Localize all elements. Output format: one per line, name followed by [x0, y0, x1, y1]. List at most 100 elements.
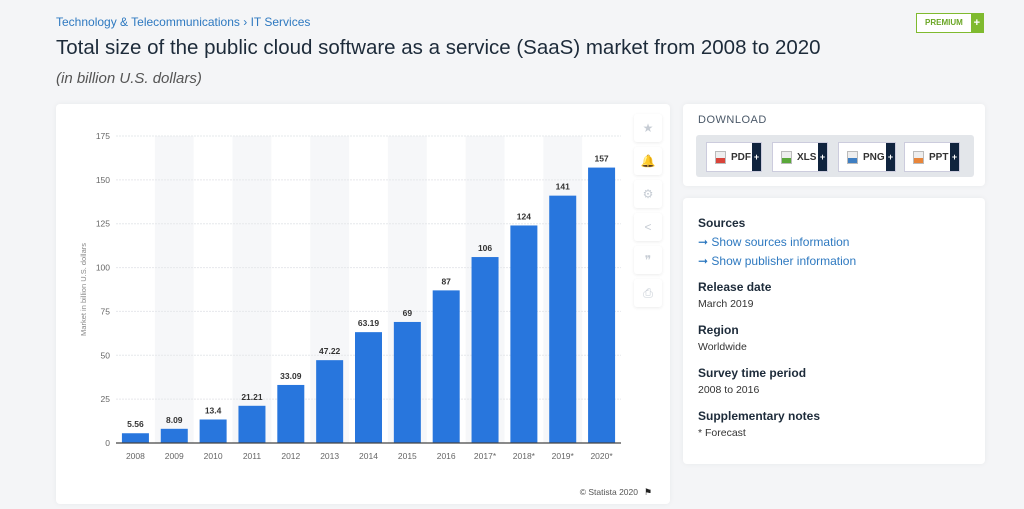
bar	[393, 321, 421, 443]
premium-label: PREMIUM	[925, 18, 963, 27]
x-tick-label: 2012	[281, 451, 300, 461]
data-label: 21.21	[241, 392, 263, 402]
download-label: PNG	[863, 151, 885, 163]
download-label: PDF	[731, 151, 751, 163]
y-tick-label: 50	[101, 350, 111, 360]
gear-icon: ⚙	[642, 187, 654, 201]
download-png-button[interactable]: PNG +	[838, 142, 896, 172]
print-button[interactable]: ⎙	[634, 279, 662, 307]
data-label: 13.4	[205, 405, 222, 415]
plus-icon: +	[752, 143, 761, 171]
bar	[199, 419, 227, 443]
download-ppt-button[interactable]: PPT +	[904, 142, 960, 172]
bar	[160, 428, 188, 443]
star-icon: ★	[642, 121, 654, 135]
plus-icon: +	[818, 143, 827, 171]
ppt-file-icon	[913, 150, 924, 164]
download-buttons: PDF + XLS + PNG + PPT +	[696, 135, 974, 177]
bar	[432, 290, 460, 443]
info-card: Sources ➞ Show sources information ➞ Sho…	[683, 198, 985, 464]
bar	[238, 405, 266, 443]
notes-value: * Forecast	[698, 427, 746, 439]
share-button[interactable]: <	[634, 213, 662, 241]
y-tick-label: 100	[96, 263, 110, 273]
y-axis-label: Market in billion U.S. dollars	[79, 243, 88, 336]
x-tick-label: 2013	[320, 451, 339, 461]
y-tick-label: 150	[96, 175, 110, 185]
print-icon: ⎙	[643, 285, 653, 300]
survey-period-value: 2008 to 2016	[698, 384, 760, 396]
x-tick-label: 2010	[204, 451, 223, 461]
x-tick-label: 2015	[398, 451, 417, 461]
release-date-value: March 2019	[698, 298, 754, 310]
region-value: Worldwide	[698, 341, 747, 353]
plus-icon: +	[970, 14, 983, 32]
page-title: Total size of the public cloud software …	[56, 36, 821, 59]
download-label: XLS	[797, 151, 817, 163]
data-label: 5.56	[127, 419, 144, 429]
download-label: PPT	[929, 151, 949, 163]
page-subtitle: (in billion U.S. dollars)	[56, 70, 202, 87]
breadcrumb: Technology & Telecommunications › IT Ser…	[56, 15, 310, 29]
premium-badge[interactable]: PREMIUM +	[916, 13, 984, 33]
data-label: 63.19	[358, 318, 380, 328]
breadcrumb-link[interactable]: IT Services	[250, 15, 311, 29]
bar	[121, 433, 149, 443]
x-tick-label: 2020*	[590, 451, 613, 461]
bar	[549, 195, 577, 443]
star-button[interactable]: ★	[634, 114, 662, 142]
bar	[316, 360, 344, 443]
data-label: 157	[594, 154, 608, 164]
x-tick-label: 2018*	[513, 451, 536, 461]
show-publisher-link[interactable]: ➞ Show publisher information	[698, 254, 857, 268]
show-sources-link[interactable]: ➞ Show sources information	[698, 235, 850, 249]
x-tick-label: 2014	[359, 451, 378, 461]
data-label: 141	[556, 182, 570, 192]
share-icon: <	[644, 220, 652, 234]
x-tick-label: 2008	[126, 451, 145, 461]
breadcrumb-separator: ›	[243, 15, 248, 29]
data-label: 47.22	[319, 346, 341, 356]
y-tick-label: 175	[96, 131, 110, 141]
data-label: 87	[441, 276, 451, 286]
bell-icon: 🔔	[640, 154, 656, 168]
chart-card: 0 25 50 75 100 125 150 175 Market in billion U.S…	[56, 104, 670, 504]
pdf-file-icon	[715, 150, 726, 164]
bar	[510, 225, 538, 443]
bar-chart: 0 25 50 75 100 125 150 175 Market in billion U.S…	[79, 131, 652, 497]
download-pdf-button[interactable]: PDF +	[706, 142, 762, 172]
x-tick-label: 2011	[243, 451, 262, 461]
y-tick-label: 0	[105, 438, 110, 448]
data-label: 8.09	[166, 415, 183, 425]
region-heading: Region	[698, 323, 739, 337]
data-label: 106	[478, 243, 492, 253]
column-band	[154, 136, 194, 443]
column-band	[232, 136, 272, 443]
quote-icon: ❞	[644, 253, 652, 267]
flag-icon: ⚑	[644, 487, 652, 497]
plus-icon: +	[950, 143, 959, 171]
download-title: DOWNLOAD	[698, 114, 767, 126]
release-date-heading: Release date	[698, 280, 772, 294]
survey-period-heading: Survey time period	[698, 366, 807, 380]
x-tick-label: 2019*	[552, 451, 575, 461]
png-file-icon	[847, 150, 858, 164]
download-xls-button[interactable]: XLS +	[772, 142, 828, 172]
data-label: 33.09	[280, 371, 302, 381]
sources-heading: Sources	[698, 216, 746, 230]
y-tick-label: 125	[96, 219, 110, 229]
data-label: 124	[517, 211, 531, 221]
breadcrumb-link[interactable]: Technology & Telecommunications	[56, 15, 240, 29]
y-tick-label: 75	[101, 306, 111, 316]
xls-file-icon	[781, 150, 792, 164]
x-tick-label: 2009	[165, 451, 184, 461]
bar	[355, 332, 382, 443]
gear-button[interactable]: ⚙	[634, 180, 662, 208]
y-tick-label: 25	[101, 394, 111, 404]
download-card: DOWNLOAD PDF + XLS + PNG + PPT +	[683, 104, 985, 186]
x-tick-label: 2016	[437, 451, 456, 461]
bar	[588, 167, 616, 443]
credit-text: © Statista 2020	[580, 487, 639, 497]
quote-button[interactable]: ❞	[634, 246, 662, 274]
bell-button[interactable]: 🔔	[634, 147, 662, 175]
